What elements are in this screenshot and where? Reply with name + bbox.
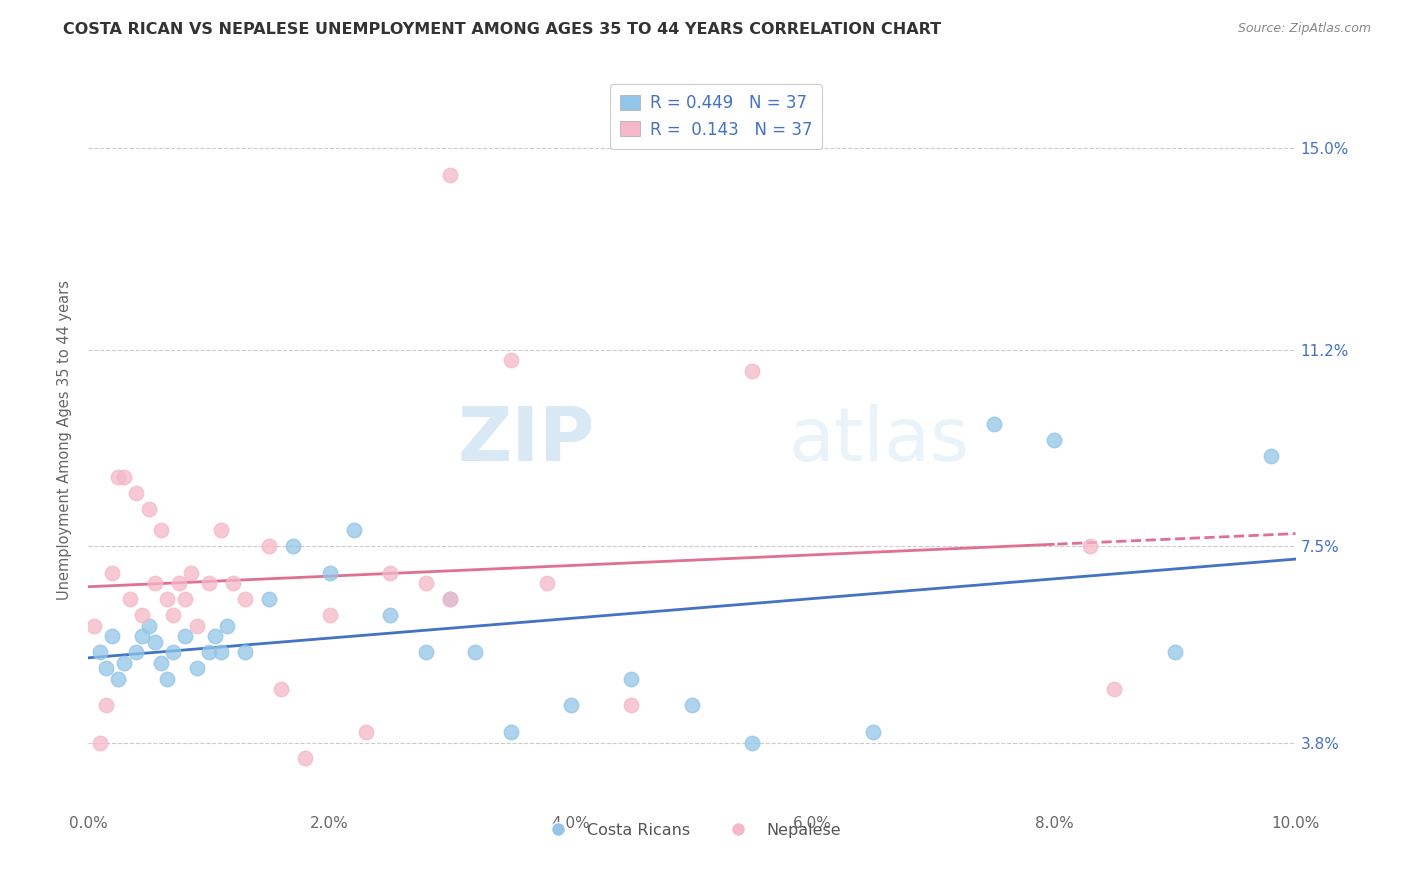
Point (270, 682, 292, 697)
Point (283, 539, 305, 553)
Point (354, 725, 377, 739)
Point (149, 523, 172, 537)
Point (162, 608, 184, 623)
Point (138, 502, 160, 516)
Point (186, 619, 208, 633)
Point (1164, 645, 1187, 659)
Point (186, 661, 208, 675)
Point (681, 698, 703, 713)
Point (173, 629, 195, 643)
Point (173, 592, 195, 607)
Point (156, 592, 179, 607)
Point (209, 645, 232, 659)
Point (143, 634, 166, 648)
Point (156, 672, 179, 686)
Point (131, 608, 153, 623)
Point (167, 576, 190, 591)
Point (96, 661, 118, 675)
Point (415, 645, 437, 659)
Point (107, 470, 129, 484)
Point (741, 364, 763, 378)
Point (143, 576, 166, 591)
Point (560, 698, 582, 713)
Point (499, 725, 522, 739)
Text: ZIP: ZIP (458, 403, 595, 476)
Point (1078, 539, 1101, 553)
Point (125, 645, 148, 659)
Point (120, 592, 142, 607)
Y-axis label: Unemployment Among Ages 35 to 44 years: Unemployment Among Ages 35 to 44 years (58, 280, 72, 600)
Point (83, 619, 105, 633)
Legend: Costa Ricans, Nepalese: Costa Ricans, Nepalese (536, 817, 848, 845)
Point (233, 592, 256, 607)
Point (180, 566, 202, 580)
Point (378, 608, 401, 623)
Point (318, 608, 340, 623)
Point (415, 576, 437, 591)
Point (259, 539, 281, 553)
Point (101, 566, 124, 580)
Point (983, 417, 1005, 431)
Point (162, 645, 184, 659)
Point (294, 751, 316, 765)
Point (620, 698, 643, 713)
Point (131, 629, 153, 643)
Point (198, 645, 221, 659)
Point (439, 592, 461, 607)
Text: COSTA RICAN VS NEPALESE UNEMPLOYMENT AMONG AGES 35 TO 44 YEARS CORRELATION CHART: COSTA RICAN VS NEPALESE UNEMPLOYMENT AMO… (63, 22, 942, 37)
Point (112, 470, 135, 484)
Point (1104, 682, 1126, 697)
Point (125, 486, 148, 500)
Point (536, 576, 558, 591)
Point (138, 619, 160, 633)
Point (198, 576, 221, 591)
Point (1260, 449, 1282, 463)
Point (499, 353, 522, 368)
Point (89, 645, 111, 659)
Point (204, 629, 226, 643)
Point (222, 576, 245, 591)
Point (89, 735, 111, 749)
Point (112, 656, 135, 670)
Point (741, 735, 763, 749)
Point (149, 656, 172, 670)
Point (209, 523, 232, 537)
Point (439, 168, 461, 182)
Point (378, 566, 401, 580)
Point (96, 698, 118, 713)
Point (215, 619, 238, 633)
Text: Source: ZipAtlas.com: Source: ZipAtlas.com (1237, 22, 1371, 36)
Point (343, 523, 366, 537)
Point (107, 672, 129, 686)
Point (233, 645, 256, 659)
Point (620, 672, 643, 686)
Point (464, 645, 486, 659)
Point (1043, 433, 1066, 447)
Point (101, 629, 124, 643)
Point (439, 592, 461, 607)
Point (318, 566, 340, 580)
Text: atlas: atlas (789, 403, 970, 476)
Point (259, 592, 281, 607)
Point (862, 725, 884, 739)
